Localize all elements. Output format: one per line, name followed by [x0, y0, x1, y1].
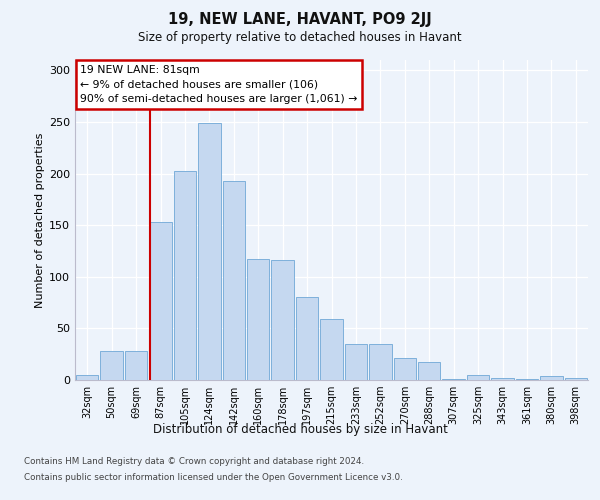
Text: Distribution of detached houses by size in Havant: Distribution of detached houses by size … [152, 422, 448, 436]
Bar [198, 123, 221, 380]
Bar [442, 379, 465, 380]
Bar [344, 344, 367, 380]
Bar [296, 298, 319, 380]
Bar [149, 222, 172, 380]
Bar [223, 181, 245, 380]
Bar [515, 379, 538, 380]
Text: 19, NEW LANE, HAVANT, PO9 2JJ: 19, NEW LANE, HAVANT, PO9 2JJ [168, 12, 432, 27]
Bar [491, 378, 514, 380]
Bar [247, 259, 269, 380]
Bar [394, 358, 416, 380]
Bar [173, 172, 196, 380]
Bar [271, 260, 294, 380]
Bar [565, 378, 587, 380]
Bar [320, 319, 343, 380]
Bar [100, 351, 123, 380]
Bar [125, 351, 148, 380]
Text: Contains HM Land Registry data © Crown copyright and database right 2024.: Contains HM Land Registry data © Crown c… [24, 458, 364, 466]
Bar [467, 375, 490, 380]
Bar [418, 362, 440, 380]
Bar [369, 344, 392, 380]
Text: Contains public sector information licensed under the Open Government Licence v3: Contains public sector information licen… [24, 472, 403, 482]
Text: Size of property relative to detached houses in Havant: Size of property relative to detached ho… [138, 31, 462, 44]
Bar [76, 375, 98, 380]
Bar [540, 376, 563, 380]
Y-axis label: Number of detached properties: Number of detached properties [35, 132, 45, 308]
Text: 19 NEW LANE: 81sqm
← 9% of detached houses are smaller (106)
90% of semi-detache: 19 NEW LANE: 81sqm ← 9% of detached hous… [80, 65, 358, 104]
